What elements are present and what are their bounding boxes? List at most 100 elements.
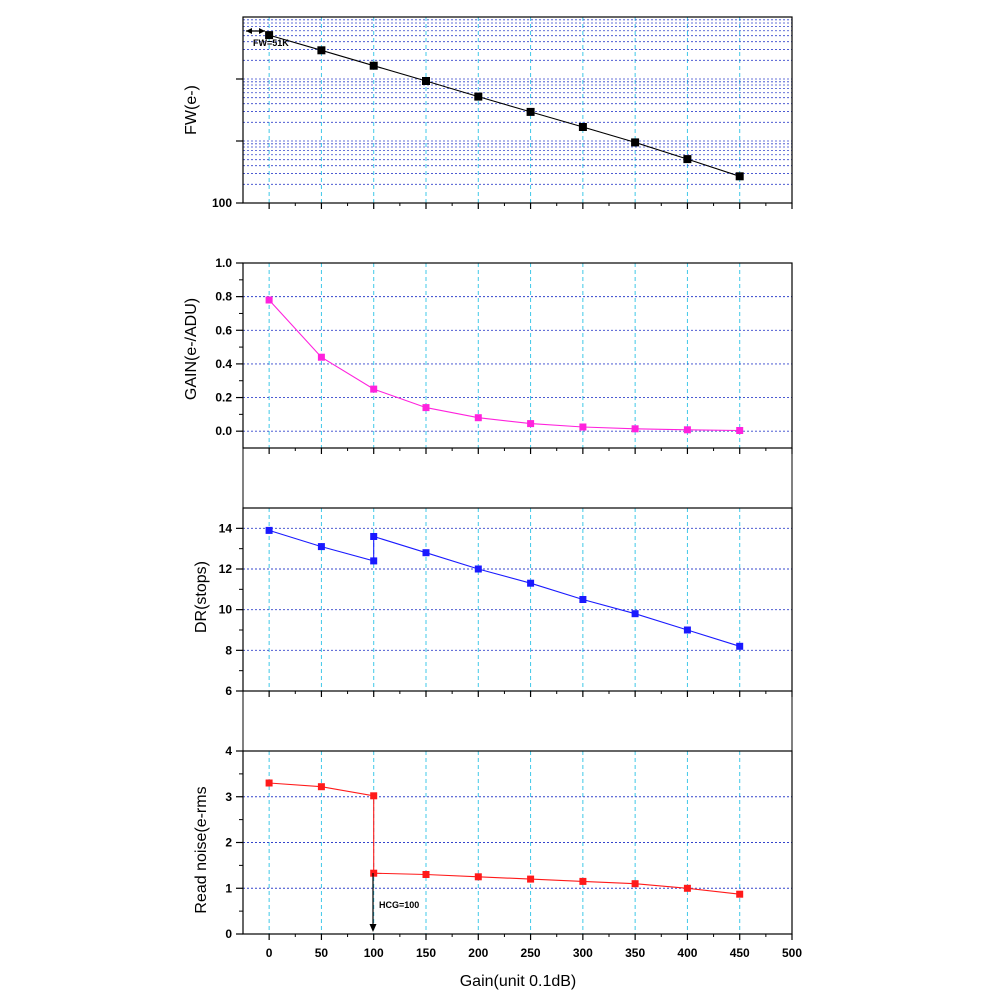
gain-data-point [527, 420, 535, 428]
rn-data-point [370, 792, 378, 800]
rn-x-tick-label: 450 [730, 946, 750, 960]
dr-ylabel: DR(stops) [193, 561, 210, 633]
rn-data-point [265, 779, 273, 787]
dr-series-line [268, 529, 740, 647]
rn-y-tick-label: 2 [225, 836, 232, 850]
fw-data-point [422, 77, 430, 85]
dr-y-tick-label: 10 [219, 603, 233, 617]
rn-data-point [317, 783, 325, 791]
rn-x-tick-label: 0 [266, 946, 273, 960]
fw-annotation: FW=51K [246, 28, 289, 48]
dr-plot-frame [242, 507, 793, 692]
fw-annotation-label: FW=51K [253, 38, 289, 48]
gain-grid [243, 263, 792, 448]
gain-y-tick-label: 0.4 [215, 357, 232, 371]
rn-data-point [579, 877, 587, 885]
rn-series [265, 779, 744, 898]
fw-data-point [265, 31, 274, 40]
fw-data-point [631, 138, 640, 147]
rn-x-tick-label: 100 [364, 946, 384, 960]
gain-y-tick-label: 0.2 [215, 391, 232, 405]
rn-data-point [527, 875, 535, 883]
gain-data-point [370, 385, 378, 393]
fw-panel: 100 FW(e-) FW=51K [183, 16, 793, 210]
gain-y-tick-label: 0.0 [215, 424, 232, 438]
dr-y-tick-label: 6 [225, 684, 232, 698]
dr-data-point [631, 610, 639, 618]
rn-grid [243, 751, 792, 934]
dr-series [265, 526, 744, 650]
gain-data-point [631, 425, 639, 433]
gain-data-point [317, 353, 325, 361]
gain-plot-frame [242, 262, 793, 449]
rn-x-tick-label: 50 [315, 946, 329, 960]
fw-series [265, 31, 744, 181]
fw-data-point [317, 46, 326, 55]
dr-data-point [265, 526, 273, 534]
gain-y-tick-label: 0.6 [215, 323, 232, 337]
dr-data-point [579, 596, 587, 603]
gain-panel: 0.0 0.2 0.4 0.6 0.8 1.0 GAIN(e-/ADU) [183, 256, 793, 454]
fw-data-point [683, 155, 692, 164]
gain-data-point [422, 404, 430, 412]
rn-data-point [683, 884, 691, 892]
rn-annotation-arrowhead [369, 924, 377, 932]
fw-y-tick-label: 100 [212, 196, 232, 210]
rn-ylabel: Read noise(e-rms [193, 786, 210, 913]
gain-ticks: 0.0 0.2 0.4 0.6 0.8 1.0 [215, 256, 793, 454]
rn-x-tick-label: 400 [677, 946, 697, 960]
dr-data-point [422, 549, 430, 557]
rn-x-tick-label: 500 [782, 946, 802, 960]
rn-x-tick-label: 350 [625, 946, 645, 960]
rn-annotation-label: HCG=100 [379, 900, 419, 910]
rn-x-tick-label: 250 [521, 946, 541, 960]
rn-data-point [631, 880, 639, 888]
fw-data-point [474, 92, 483, 101]
fw-series-line [268, 34, 740, 177]
rn-ticks: 0 50 100 150 200 250 300 350 400 450 500 0 1 2 3 4 [225, 744, 802, 960]
gain-series-line [268, 299, 740, 432]
rn-y-tick-label: 4 [225, 744, 232, 758]
dr-data-point [474, 565, 482, 573]
rn-x-tick-label: 150 [416, 946, 436, 960]
fw-annotation-arrowhead-left [246, 28, 252, 34]
gain-y-tick-label: 0.8 [215, 290, 232, 304]
gain-series [265, 296, 744, 434]
fw-data-point [578, 123, 587, 131]
read-noise-panel: 0 50 100 150 200 250 300 350 400 450 500 0 1 2 3 4 Read… [193, 691, 802, 990]
dr-y-tick-label: 14 [219, 521, 233, 535]
gain-data-point [265, 296, 273, 304]
dr-data-point [527, 579, 535, 587]
dr-y-tick-label: 8 [225, 643, 232, 657]
dr-data-point [317, 543, 325, 551]
gain-data-point [579, 423, 587, 431]
fw-annotation-arrowhead-right [259, 28, 265, 34]
rn-annotation: HCG=100 [369, 873, 419, 932]
gain-data-point [683, 426, 691, 434]
fw-data-point [526, 107, 535, 116]
gain-ylabel: GAIN(e-/ADU) [183, 298, 200, 400]
rn-data-point [370, 869, 378, 877]
dr-data-point [736, 642, 744, 650]
fw-ticks: 100 [212, 78, 793, 210]
dr-ticks: 6 8 10 12 14 [219, 521, 793, 698]
rn-data-point [474, 873, 482, 881]
gain-data-point [474, 414, 482, 422]
fw-plot-frame [242, 16, 793, 204]
rn-plot-frame [242, 750, 793, 935]
fw-data-point [369, 61, 378, 70]
fw-grid [243, 17, 792, 203]
dr-data-point [683, 626, 691, 634]
rn-data-point [422, 871, 430, 878]
fw-ylabel: FW(e-) [183, 85, 200, 135]
x-axis-label: Gain(unit 0.1dB) [460, 973, 577, 990]
rn-x-tick-label: 200 [468, 946, 488, 960]
dr-data-point [370, 533, 378, 540]
dr-panel: 6 8 10 12 14 DR(stops) [193, 448, 793, 698]
dr-grid [243, 508, 792, 691]
dr-y-tick-label: 12 [219, 562, 233, 576]
rn-y-tick-label: 0 [225, 927, 232, 941]
rn-data-point [736, 890, 744, 898]
rn-x-tick-label: 300 [573, 946, 593, 960]
